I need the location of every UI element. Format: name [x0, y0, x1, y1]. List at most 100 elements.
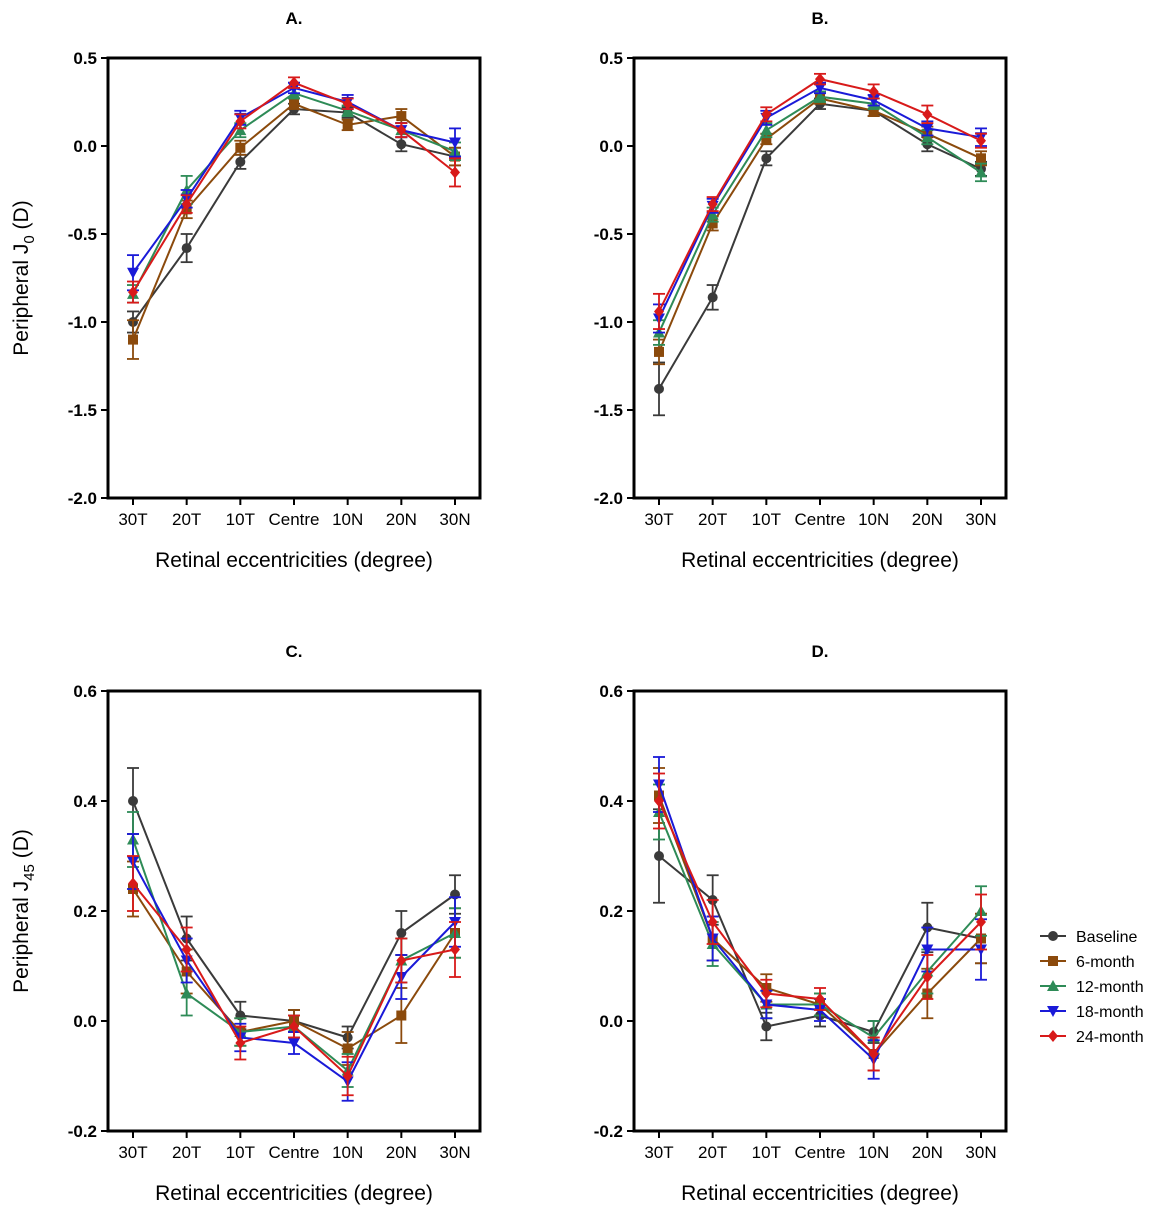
- x-tick-label: 20N: [912, 1143, 943, 1162]
- x-tick-label: Centre: [794, 510, 845, 529]
- y-tick-label: 0.4: [73, 792, 97, 811]
- legend: Baseline 6-month 12-month 18-month 24-month: [1040, 929, 1144, 1046]
- chart-title: A.: [286, 9, 303, 28]
- data-point: [976, 134, 986, 147]
- plot-frame: [632, 689, 1008, 1133]
- data-point: [234, 124, 247, 136]
- y-tick-label: -0.5: [594, 225, 623, 244]
- data-point: [341, 104, 354, 116]
- y-tick-label: -2.0: [68, 489, 97, 508]
- data-point: [288, 1038, 300, 1049]
- x-tick-label: 10N: [332, 1143, 363, 1162]
- legend-label: 24-month: [1076, 1029, 1144, 1046]
- data-point: [761, 108, 772, 121]
- data-point: [761, 1021, 772, 1032]
- data-point: [814, 90, 826, 102]
- series-line: [132, 102, 456, 340]
- y-tick-label: 0.0: [599, 1012, 623, 1031]
- series-24-month: [127, 855, 461, 1097]
- legend-item-24-month: 24-month: [1040, 1029, 1144, 1046]
- data-point: [342, 1043, 353, 1054]
- x-tick-label: 10T: [226, 510, 255, 529]
- data-point: [342, 97, 353, 110]
- y-tick-label: -1.0: [594, 313, 623, 332]
- data-point: [707, 218, 718, 229]
- series-24-month: [653, 772, 987, 1072]
- data-point: [761, 133, 772, 144]
- x-tick-label: 30N: [965, 1143, 996, 1162]
- legend-marker: [1048, 931, 1058, 941]
- data-point: [128, 877, 138, 890]
- data-point: [396, 124, 407, 137]
- y-tick-label: 0.5: [599, 49, 623, 68]
- data-point: [127, 267, 139, 279]
- x-tick-label: 30T: [118, 510, 147, 529]
- series-24-month: [127, 76, 461, 304]
- data-point: [235, 115, 246, 128]
- x-axis-label: Retinal eccentricities (degree): [681, 1182, 959, 1205]
- x-tick-label: 30T: [644, 1143, 673, 1162]
- x-tick-label: 20T: [172, 510, 201, 529]
- x-tick-label: 20N: [912, 510, 943, 529]
- data-point: [976, 916, 986, 928]
- series-line: [132, 86, 456, 274]
- panel-c: C. -0.2 0.0 0.2 0.4 0.6 30T 20T 10T Centre 10N 20N 3…: [10, 642, 482, 1205]
- series-line: [132, 108, 456, 323]
- data-point: [868, 105, 879, 116]
- series-12-month: [653, 90, 987, 346]
- y-tick-label: 0.0: [73, 137, 97, 156]
- x-axis-label: Retinal eccentricities (degree): [155, 549, 433, 572]
- legend-label: Baseline: [1076, 929, 1137, 946]
- data-point: [706, 208, 719, 220]
- data-point: [180, 987, 193, 999]
- data-point: [181, 943, 192, 956]
- x-tick-label: Centre: [794, 1143, 845, 1162]
- data-point: [181, 243, 192, 254]
- series-baseline: [653, 97, 987, 417]
- series-24-month: [653, 72, 987, 330]
- x-tick-label: 30T: [644, 510, 673, 529]
- x-tick-label: 30N: [439, 1143, 470, 1162]
- y-tick-label: 0.0: [73, 1012, 97, 1031]
- x-axis-label: Retinal eccentricities (degree): [681, 549, 959, 572]
- data-point: [449, 137, 461, 149]
- y-tick-label: 0.6: [73, 682, 97, 701]
- data-point: [868, 1048, 879, 1060]
- data-point: [921, 123, 934, 135]
- x-tick-label: 30N: [965, 510, 996, 529]
- legend-marker: [1047, 980, 1059, 991]
- legend-item-12-month: 12-month: [1040, 979, 1144, 996]
- y-tick-label: 0.2: [599, 902, 623, 921]
- data-point: [815, 73, 825, 86]
- x-tick-label: 20N: [386, 1143, 417, 1162]
- series-baseline: [127, 767, 461, 1050]
- data-point: [396, 954, 407, 967]
- data-point: [975, 166, 987, 178]
- x-tick-label: 30N: [439, 510, 470, 529]
- data-point: [707, 916, 718, 928]
- y-tick-label: 0.6: [599, 682, 623, 701]
- y-tick-label: -2.0: [594, 489, 623, 508]
- x-axis-label: Retinal eccentricities (degree): [155, 1182, 433, 1205]
- legend-item-6-month: 6-month: [1040, 954, 1135, 971]
- x-tick-label: 30T: [118, 1143, 147, 1162]
- data-point: [450, 943, 460, 956]
- data-point: [396, 1010, 407, 1021]
- data-point: [654, 305, 664, 318]
- series-line: [658, 78, 982, 312]
- data-point: [289, 76, 299, 89]
- y-tick-label: -0.5: [68, 225, 97, 244]
- x-tick-label: Centre: [268, 1143, 319, 1162]
- data-point: [761, 153, 772, 164]
- data-point: [289, 1020, 299, 1033]
- data-point: [396, 111, 407, 122]
- x-tick-label: 20T: [698, 510, 727, 529]
- data-point: [342, 119, 353, 130]
- x-tick-label: 20N: [386, 510, 417, 529]
- data-point: [396, 139, 407, 150]
- legend-label: 18-month: [1076, 1004, 1144, 1021]
- legend-label: 6-month: [1076, 954, 1135, 971]
- data-point: [235, 156, 246, 167]
- y-tick-label: 0.4: [599, 792, 623, 811]
- y-axis-label: Peripheral J0 (D): [10, 200, 38, 355]
